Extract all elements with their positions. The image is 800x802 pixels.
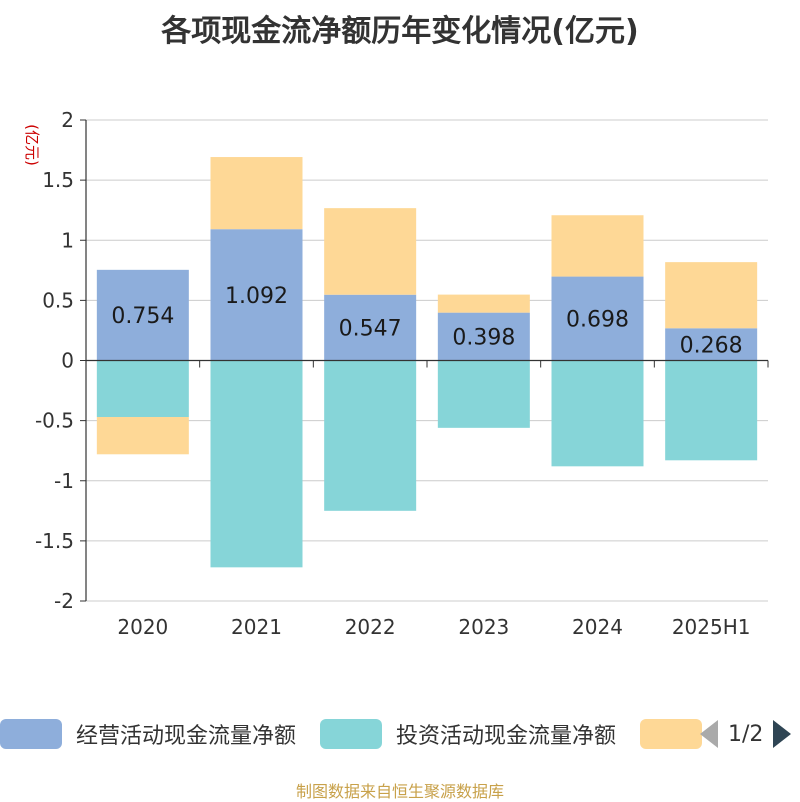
bar-financing-2021 (210, 157, 303, 230)
x-tick-label: 2021 (231, 615, 282, 639)
y-tick-label: -0.5 (35, 409, 74, 433)
data-label-operating-2020: 0.754 (111, 304, 174, 329)
bar-operating-2025H1 (665, 328, 758, 361)
legend-item-operating[interactable]: 经营活动现金流量净额 (0, 716, 296, 752)
legend-label-investing: 投资活动现金流量净额 (396, 724, 617, 749)
bar-financing-2024 (551, 215, 644, 277)
data-label-operating-2021: 1.092 (225, 284, 288, 309)
y-tick-label: 1 (61, 228, 74, 252)
x-tick-label: 2022 (345, 615, 396, 639)
bar-financing-2023 (437, 294, 530, 313)
legend-swatch-investing (320, 719, 382, 749)
source-note: 制图数据来自恒生聚源数据库 (295, 782, 504, 801)
x-tick-label: 2023 (458, 615, 509, 639)
y-tick-label: -1.5 (35, 529, 74, 553)
bar-investing-2021 (210, 360, 303, 568)
bar-operating-2021 (210, 229, 303, 361)
bar-investing-2024 (551, 360, 644, 467)
bar-operating-2020 (96, 269, 189, 361)
y-tick-label: -1 (54, 469, 74, 493)
bar-investing-2022 (324, 360, 417, 511)
legend-swatch-operating (0, 719, 62, 749)
y-tick-label: 1.5 (42, 168, 74, 192)
legend-item-investing[interactable]: 投资活动现金流量净额 (320, 716, 616, 752)
bar-financing-2020 (96, 417, 189, 455)
legend-label-operating: 经营活动现金流量净额 (76, 724, 297, 749)
x-tick-label: 2024 (572, 615, 623, 639)
legend-page-indicator: 1/2 (728, 721, 764, 747)
bar-operating-2024 (551, 276, 644, 361)
bars (96, 157, 758, 568)
y-tick-label: 2 (61, 108, 74, 132)
bar-financing-2025H1 (665, 262, 758, 329)
data-labels: 0.754 1.092 0.547 0.398 0.698 0.268 (111, 284, 742, 359)
bar-investing-2025H1 (665, 360, 758, 461)
legend-prev-arrow-icon[interactable] (700, 720, 718, 748)
legend-next-arrow-icon[interactable] (773, 720, 792, 748)
bar-operating-2023 (437, 312, 530, 361)
legend: 经营活动现金流量净额 投资活动现金流量净额 (0, 716, 800, 756)
axes: 2 1.5 1 0.5 0 -0.5 -1 -1.5 -2 2020 2021 2022 2023 202… (35, 108, 769, 639)
legend-item-financing[interactable] (640, 716, 716, 752)
y-axis-unit-label: (亿元) (23, 124, 41, 166)
y-tick-label: 0 (61, 349, 74, 373)
bar-investing-2023 (437, 360, 530, 428)
x-tick-label: 2020 (117, 615, 168, 639)
x-tick-label: 2025H1 (672, 615, 751, 639)
bar-operating-2022 (324, 294, 417, 361)
data-label-operating-2025H1: 0.268 (680, 333, 743, 358)
y-tick-label: -2 (54, 589, 74, 613)
bar-financing-2022 (324, 208, 417, 295)
y-tick-label: 0.5 (42, 288, 74, 312)
chart-title: 各项现金流净额历年变化情况(亿元) (161, 14, 639, 49)
data-label-operating-2023: 0.398 (452, 326, 515, 351)
legend-swatch-financing (640, 719, 702, 749)
legend-pager: 1/2 (700, 716, 792, 752)
bar-investing-2020 (96, 360, 189, 418)
data-label-operating-2022: 0.547 (339, 317, 402, 342)
data-label-operating-2024: 0.698 (566, 308, 629, 333)
grid-lines (86, 119, 768, 602)
